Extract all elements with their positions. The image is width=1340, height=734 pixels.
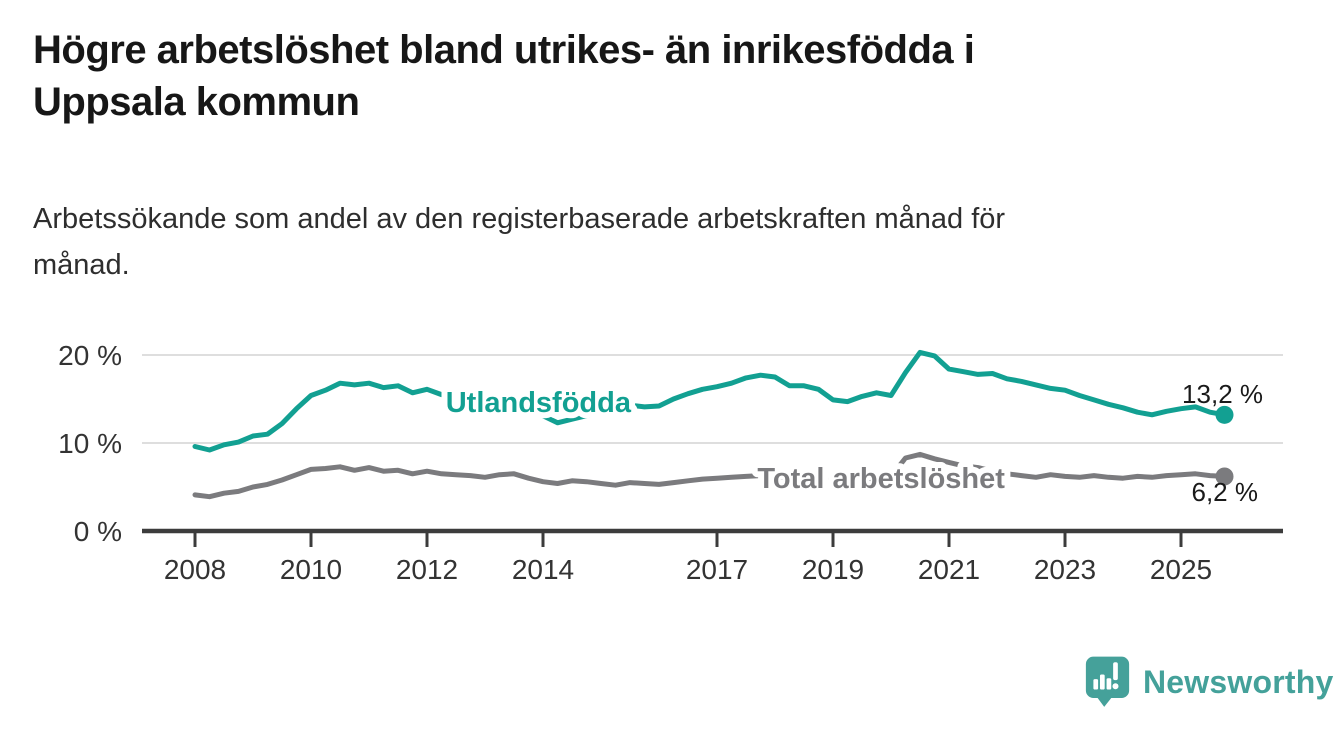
utlandsfodda-end-dot (1215, 405, 1234, 424)
chart-subtitle-line-2: månad. (33, 249, 130, 281)
newsworthy-logo: Newsworthy (1084, 654, 1333, 710)
chart-subtitle: Arbetssökande som andel av den registerb… (33, 196, 1005, 288)
y-tick-label: 0 % (74, 516, 122, 547)
utlandsfodda-line (192, 349, 1227, 453)
total-arbetsloshet-end-value-label: 6,2 % (1192, 477, 1259, 507)
x-tick-label: 2017 (686, 554, 748, 585)
x-tick-label: 2012 (396, 554, 458, 585)
bar-chart-speech-bubble-icon (1085, 656, 1130, 707)
chart-subtitle-line-1: Arbetssökande som andel av den registerb… (33, 203, 1006, 235)
x-tick-label: 2023 (1034, 554, 1096, 585)
x-tick-label: 2021 (918, 554, 980, 585)
y-tick-label: 10 % (58, 428, 122, 459)
y-tick-label: 20 % (58, 340, 122, 371)
newsworthy-logo-text: Newsworthy (1143, 663, 1334, 700)
total-arbetsloshet-line (192, 451, 1227, 500)
total-arbetsloshet-inline-label: Total arbetslöshet (757, 463, 1005, 495)
page-title: Högre arbetslöshet bland utrikes- än inr… (33, 24, 975, 128)
utlandsfodda-inline-label: Utlandsfödda (446, 387, 632, 419)
page-title-line-1: Högre arbetslöshet bland utrikes- än inr… (33, 28, 975, 72)
x-tick-label: 2014 (512, 554, 574, 585)
x-tick-label: 2010 (280, 554, 342, 585)
page-title-line-2: Uppsala kommun (33, 80, 360, 124)
x-tick-label: 2025 (1150, 554, 1212, 585)
x-tick-label: 2008 (164, 554, 226, 585)
utlandsfodda-end-value-label: 13,2 % (1182, 379, 1263, 409)
total-arbetsloshet-end-dot (1215, 467, 1234, 486)
x-tick-label: 2019 (802, 554, 864, 585)
